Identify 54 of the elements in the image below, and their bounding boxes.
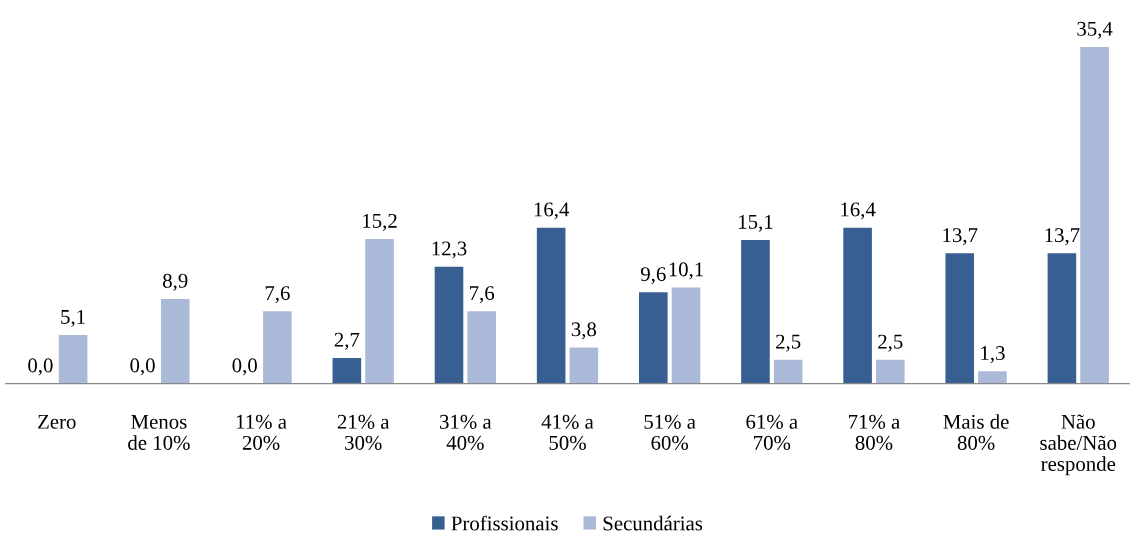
bar	[332, 357, 362, 384]
data-label: 1,3	[981, 346, 1005, 364]
data-label: 8,9	[163, 273, 188, 291]
data-label: 0,0	[130, 358, 155, 376]
x-tick-label: 31% a 40%	[440, 414, 492, 450]
data-label: 12,3	[432, 241, 467, 259]
data-label: 10,1	[669, 262, 703, 280]
bar	[569, 347, 599, 384]
x-tick-label: Não sabe/Não responde	[1040, 414, 1117, 476]
bar	[945, 253, 975, 384]
data-label: 7,6	[265, 286, 290, 304]
bar	[58, 335, 88, 384]
bar	[671, 287, 701, 384]
bar	[741, 240, 770, 384]
data-label: 13,7	[943, 228, 978, 246]
x-tick-label: 11% a 20%	[236, 414, 287, 450]
bar	[978, 371, 1007, 384]
x-tick-label: Mais de 80%	[943, 414, 1009, 450]
legend-label: Secundárias	[603, 515, 703, 531]
bar	[773, 359, 803, 384]
x-tick-label: 51% a 60%	[644, 414, 696, 450]
bar	[639, 292, 668, 384]
legend-label: Profissionais	[451, 515, 558, 531]
data-label: 5,1	[61, 309, 85, 327]
bar	[365, 239, 394, 384]
bar	[1047, 253, 1077, 384]
x-tick-label: Zero	[38, 414, 76, 429]
bar	[875, 359, 905, 384]
data-label: 2,7	[334, 332, 360, 350]
data-label: 16,4	[534, 202, 570, 220]
data-label: 3,8	[571, 322, 597, 340]
bar	[160, 298, 190, 384]
bar	[434, 266, 464, 384]
data-label: 9,6	[640, 267, 666, 285]
x-tick-label: Menos de 10%	[128, 414, 190, 450]
bar	[536, 227, 566, 384]
data-label: 35,4	[1077, 21, 1113, 39]
data-label: 16,4	[841, 202, 876, 220]
bar	[843, 227, 872, 384]
data-label: 13,7	[1045, 228, 1080, 246]
x-tick-label: 21% a 30%	[337, 414, 390, 450]
data-label: 2,5	[878, 334, 903, 352]
data-label: 7,6	[470, 286, 495, 304]
x-tick-label: 61% a 70%	[746, 414, 798, 450]
data-label: 15,1	[739, 214, 773, 232]
x-tick-label: 71% a 80%	[849, 414, 900, 450]
data-label: 0,0	[232, 358, 257, 376]
x-tick-label: 41% a 50%	[541, 414, 594, 450]
data-label: 0,0	[28, 358, 53, 376]
bar	[263, 311, 292, 384]
data-label: 2,5	[776, 334, 801, 352]
data-label: 15,2	[363, 213, 397, 231]
bar	[1080, 46, 1109, 384]
bar	[467, 311, 496, 384]
